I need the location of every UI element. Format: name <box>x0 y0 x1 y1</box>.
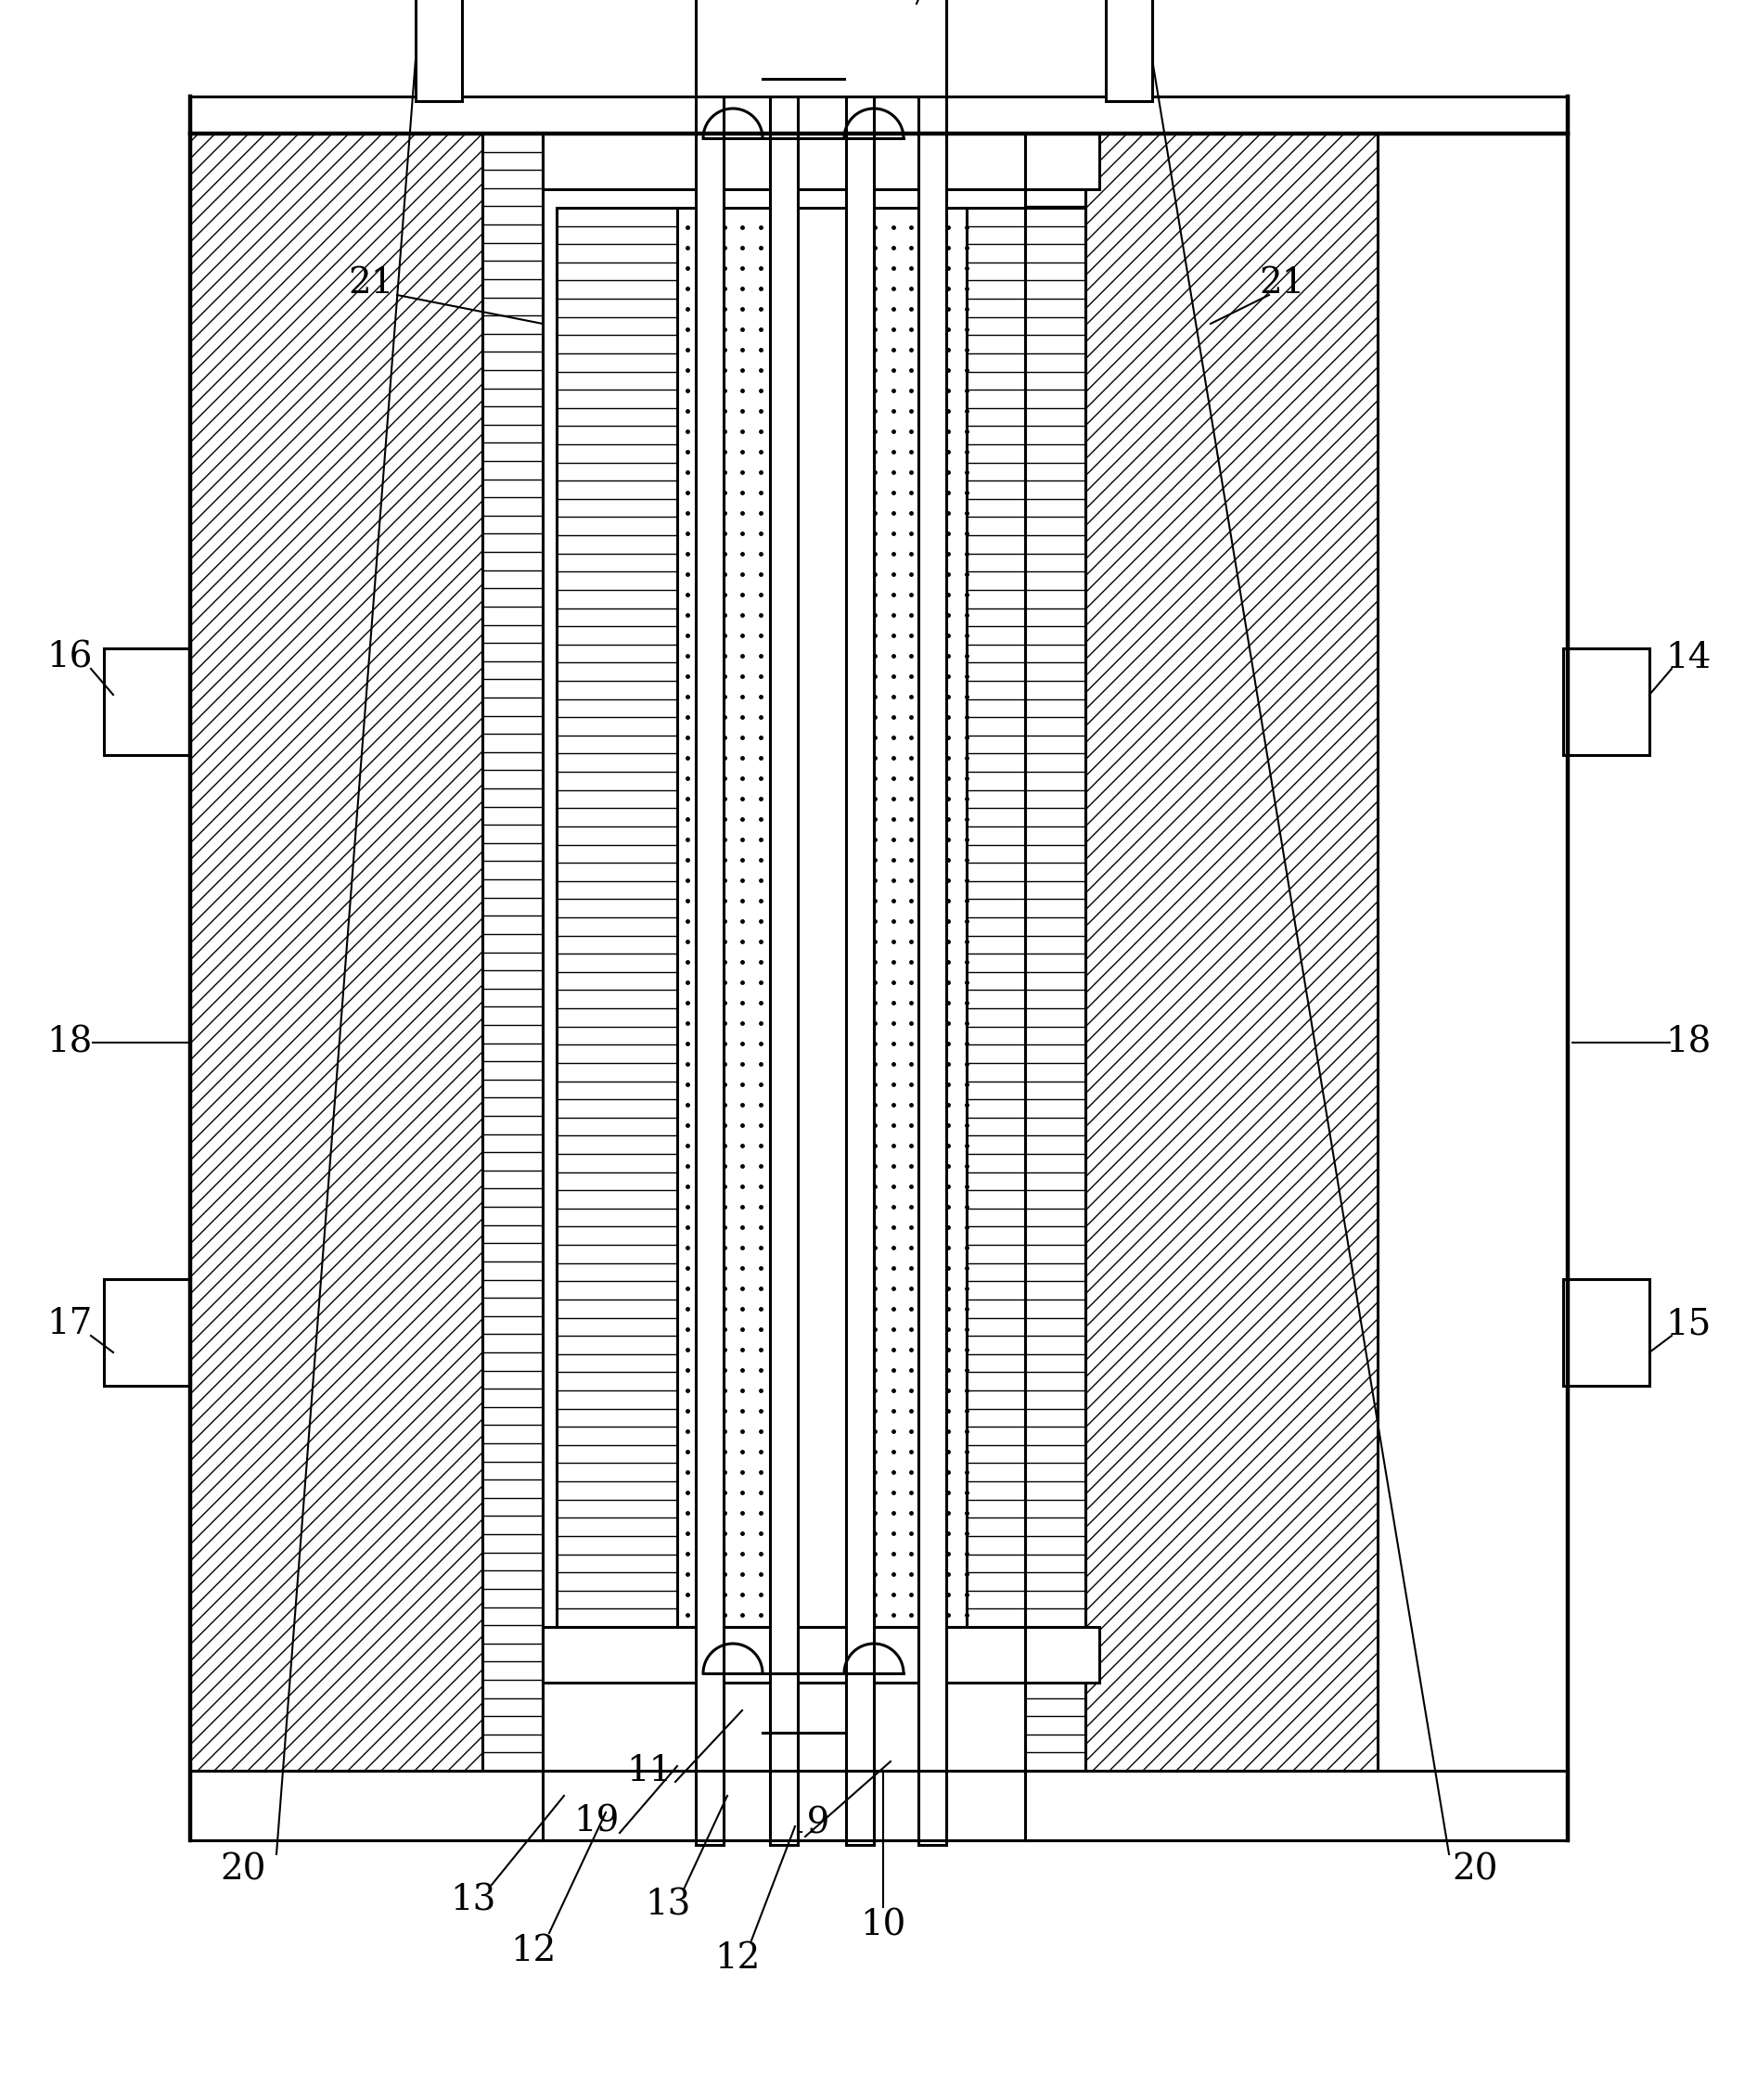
Bar <box>965 208 1086 1628</box>
Bar <box>190 134 483 1770</box>
Text: 19: 19 <box>573 1804 620 1840</box>
Bar <box>543 1628 1100 1682</box>
Bar <box>676 208 798 1628</box>
Text: 16: 16 <box>47 640 93 674</box>
Bar <box>919 82 947 1846</box>
Text: 12: 12 <box>715 1943 761 1976</box>
Bar <box>190 1770 1567 1840</box>
Bar <box>696 0 947 97</box>
Bar <box>104 1279 190 1386</box>
Text: 19: 19 <box>784 1806 829 1842</box>
Text: 20: 20 <box>220 1852 265 1888</box>
Bar <box>847 82 873 1846</box>
Bar <box>1564 1279 1650 1386</box>
Text: 14: 14 <box>1666 640 1711 674</box>
Bar <box>847 208 966 1628</box>
Text: 17: 17 <box>47 1308 93 1342</box>
Bar <box>1024 134 1086 1770</box>
Bar <box>1105 0 1153 101</box>
Text: 21: 21 <box>1260 267 1305 300</box>
Bar <box>543 134 1100 189</box>
Text: 13: 13 <box>645 1888 691 1922</box>
Text: 18: 18 <box>47 1025 93 1060</box>
Bar <box>190 97 1567 134</box>
Bar <box>696 82 724 1846</box>
Bar <box>1086 134 1377 1770</box>
Text: 11: 11 <box>627 1754 673 1787</box>
Text: 10: 10 <box>861 1909 907 1943</box>
Text: 21: 21 <box>348 267 394 300</box>
Bar <box>104 649 190 756</box>
Text: 20: 20 <box>1451 1852 1499 1888</box>
Bar <box>798 208 847 1628</box>
Text: 12: 12 <box>511 1934 557 1970</box>
Text: 13: 13 <box>450 1884 495 1917</box>
Bar <box>483 134 543 1770</box>
Text: 15: 15 <box>1666 1308 1711 1342</box>
Bar <box>557 208 676 1628</box>
Bar <box>770 82 798 1846</box>
Bar <box>1564 649 1650 756</box>
Text: 18: 18 <box>1666 1025 1711 1060</box>
Bar <box>416 0 462 101</box>
